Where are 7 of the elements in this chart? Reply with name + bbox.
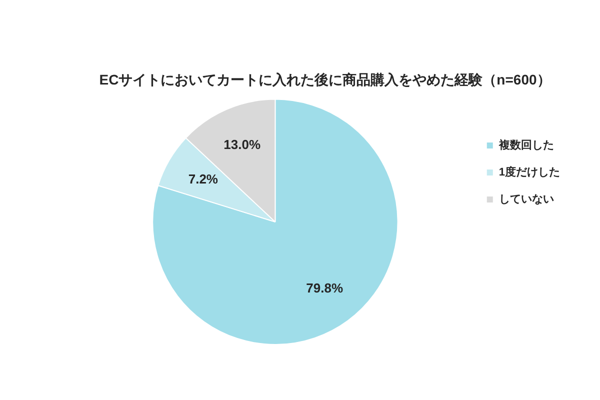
legend-label: 複数回した <box>498 138 554 152</box>
chart-title: ECサイトにおいてカートに入れた後に商品購入をやめた経験（n=600） <box>99 71 551 88</box>
data-label: 7.2% <box>188 171 218 186</box>
legend-label: していない <box>498 194 554 206</box>
legend-label: 1度だけした <box>498 166 560 179</box>
data-label: 79.8% <box>306 280 344 296</box>
data-label: 13.0% <box>224 136 261 152</box>
